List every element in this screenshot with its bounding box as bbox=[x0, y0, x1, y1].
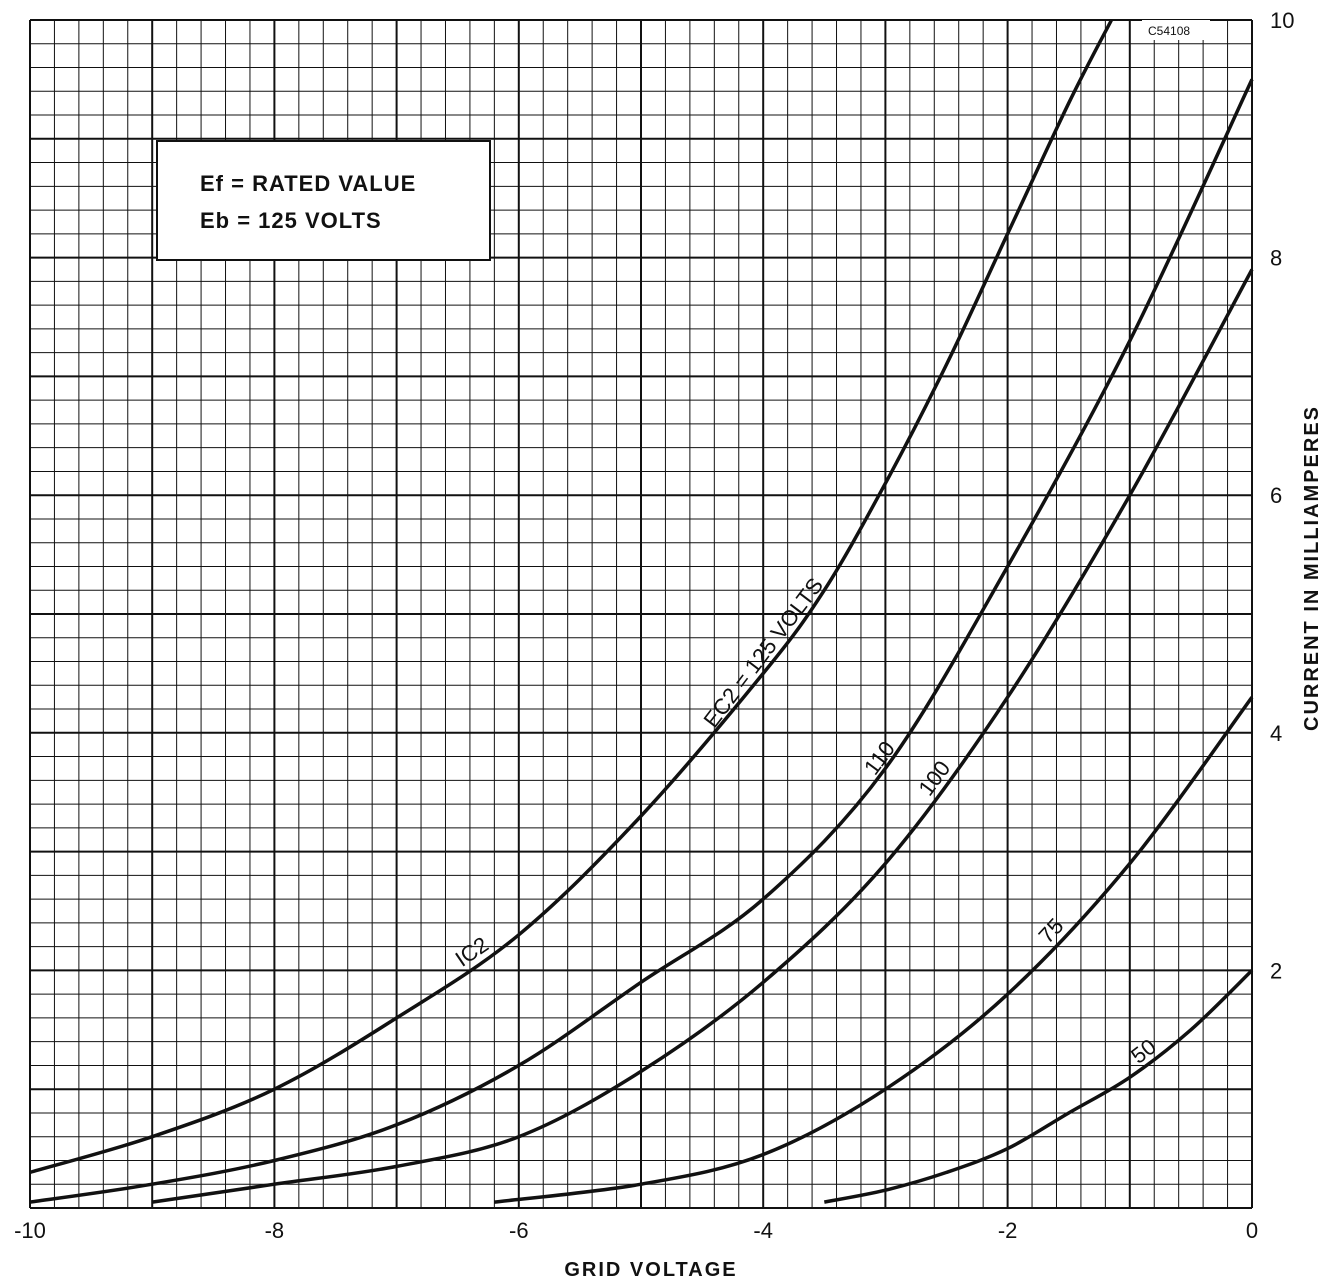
x-tick-label: -8 bbox=[265, 1218, 285, 1243]
curve-ec2-110 bbox=[29, 78, 1254, 1204]
x-tick-label: -6 bbox=[509, 1218, 529, 1243]
series-curves bbox=[29, 19, 1254, 1204]
y-tick-label: 2 bbox=[1270, 958, 1282, 983]
conditions-legend: Ef = RATED VALUE Eb = 125 VOLTS bbox=[156, 140, 491, 261]
legend-eb: Eb = 125 VOLTS bbox=[200, 208, 382, 233]
x-axis-title: GRID VOLTAGE bbox=[564, 1259, 737, 1281]
label-ec2-75: 75 bbox=[1034, 913, 1069, 948]
label-ec2-50: 50 bbox=[1126, 1034, 1161, 1069]
label-ec2-100: 100 bbox=[913, 756, 955, 800]
legend-ef: Ef = RATED VALUE bbox=[200, 171, 416, 196]
x-tick-label: 0 bbox=[1246, 1218, 1258, 1243]
tick-labels: -10 -8 -6 -4 -2 0 2 4 6 8 10 bbox=[14, 8, 1294, 1243]
y-tick-label: 4 bbox=[1270, 721, 1282, 746]
label-ec2-110: 110 bbox=[859, 736, 900, 779]
figure-code: C54108 bbox=[1148, 24, 1190, 38]
curve-ec2-50 bbox=[823, 969, 1254, 1204]
curve-ec2-125 bbox=[29, 19, 1114, 1175]
y-tick-label: 6 bbox=[1270, 483, 1282, 508]
curve-ec2-75 bbox=[494, 696, 1254, 1204]
figure-code-box: C54108 bbox=[1142, 20, 1210, 40]
x-tick-label: -10 bbox=[14, 1218, 46, 1243]
y-axis-title: CURRENT IN MILLIAMPERES bbox=[1301, 405, 1323, 731]
x-tick-label: -4 bbox=[753, 1218, 773, 1243]
x-tick-label: -2 bbox=[998, 1218, 1018, 1243]
legend-box bbox=[156, 140, 491, 261]
label-ic2: IC2 bbox=[451, 932, 493, 972]
y-tick-label: 8 bbox=[1270, 246, 1282, 271]
curve-ec2-100 bbox=[151, 268, 1254, 1204]
y-tick-label: 10 bbox=[1270, 8, 1294, 33]
